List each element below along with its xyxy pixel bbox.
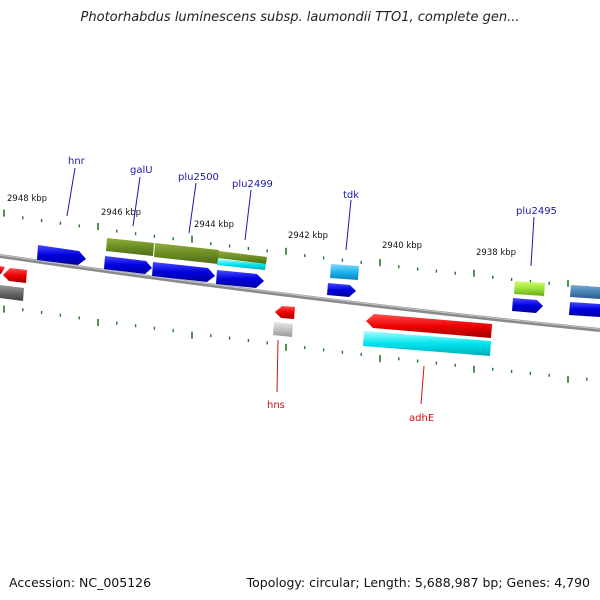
gene-label-plu2500[interactable]: plu2500 [178,172,219,183]
gene-feature-plu2499-cyan[interactable] [217,259,266,270]
cds-arrow-adhE[interactable] [366,314,492,338]
kbp-label: 2940 kbp [382,241,422,251]
topology-summary-text: Topology: circular; Length: 5,688,987 bp… [246,575,590,590]
gene-label-adhE[interactable]: adhE [409,413,434,424]
kbp-label: 2946 kbp [101,208,141,218]
cds-arrow-tdk[interactable] [327,283,356,297]
gene-feature-plu2495[interactable] [514,281,545,296]
kbp-label: 2948 kbp [7,194,47,204]
cds-arrow-left-edge-red[interactable] [3,268,27,283]
gene-label-tdk[interactable]: tdk [343,190,359,201]
cds-arrow-plu2499[interactable] [216,270,264,288]
cds-arrow-hns[interactable] [275,306,295,319]
gene-feature-galU[interactable] [106,238,154,256]
gene-feature-adhE-cyan[interactable] [363,331,491,356]
reverse-label-lines [276,339,425,405]
gene-label-hnr[interactable]: hnr [68,156,86,167]
cds-arrow-plu2500[interactable] [152,262,215,282]
gene-feature-left-edge-gray[interactable] [0,285,24,301]
gene-feature-plu2499[interactable] [218,251,267,264]
gene-feature-plu2500[interactable] [154,243,219,264]
gene-label-hns[interactable]: hns [267,400,285,411]
forward-label-lines [66,167,535,267]
gene-label-galU[interactable]: galU [130,165,153,176]
cds-arrow-plu2495[interactable] [512,298,543,313]
backbone-highlight [0,254,600,330]
tick-marks-upper [3,209,588,289]
gene-feature-hns-gray[interactable] [273,322,293,337]
accession-text: Accession: NC_005126 [9,575,152,590]
tick-marks-lower [3,305,588,383]
gene-feature-tdk[interactable] [330,264,359,280]
cds-arrow-left-edge-red-partial[interactable] [0,266,5,274]
map-title: Photorhabdus luminescens subsp. laumondi… [80,10,520,25]
kbp-label: 2938 kbp [476,248,516,258]
cds-arrow-right-edge[interactable] [569,302,600,317]
gene-feature-right-edge[interactable] [570,285,600,299]
kbp-label: 2944 kbp [194,220,234,230]
backbone-line [0,254,600,332]
gene-label-plu2499[interactable]: plu2499 [232,179,273,190]
gene-label-plu2495[interactable]: plu2495 [516,206,557,217]
cds-arrow-galU[interactable] [104,256,152,274]
kbp-label: 2942 kbp [288,231,328,241]
cds-arrow-hnr[interactable] [37,245,86,265]
